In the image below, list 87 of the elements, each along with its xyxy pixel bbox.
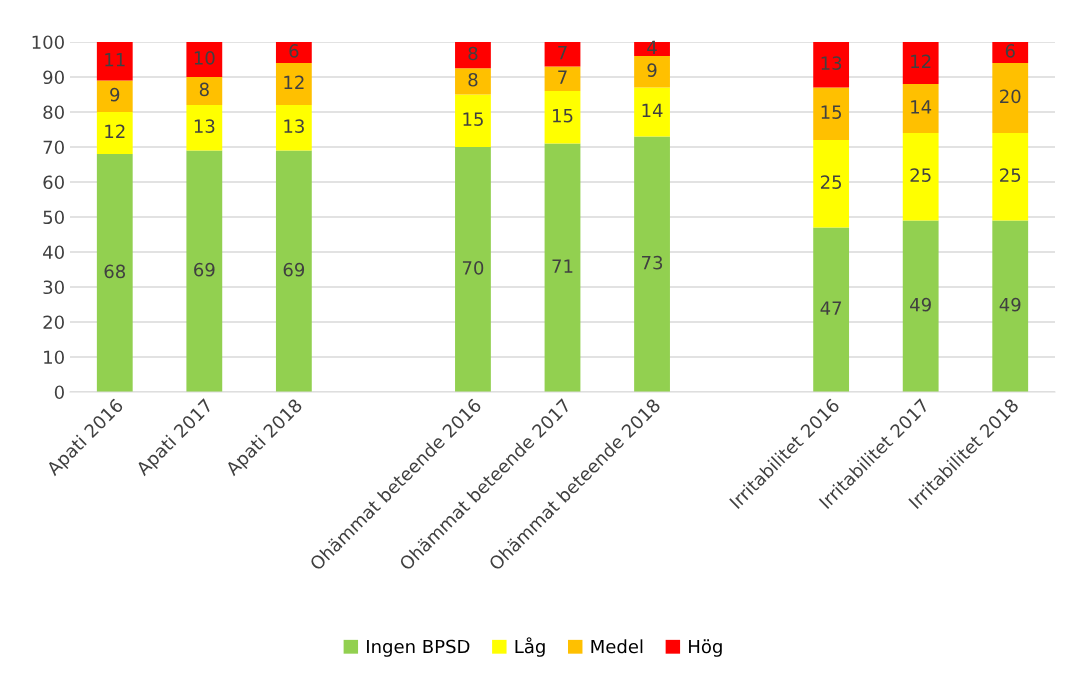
data-label: 9 (647, 63, 657, 77)
bar (96, 42, 133, 81)
legend-label: Hög (689, 639, 722, 657)
data-label: 71 (552, 259, 573, 273)
data-label: 13 (821, 56, 842, 70)
data-label: 15 (821, 105, 842, 119)
bar (186, 150, 223, 392)
data-label: 73 (642, 255, 663, 270)
data-label: 7 (558, 46, 567, 60)
y-tick-label: 90 (43, 70, 64, 85)
data-label: 12 (911, 54, 931, 68)
data-label: 49 (999, 297, 1021, 312)
data-label: 14 (642, 103, 663, 117)
bar (813, 87, 850, 140)
data-label: 6 (289, 44, 299, 58)
y-tick-label: 10 (44, 350, 64, 365)
bar (813, 140, 850, 228)
y-tick-label: 40 (43, 245, 64, 260)
bar (455, 68, 491, 95)
data-label: 15 (463, 112, 483, 126)
y-tick-label: 80 (43, 105, 64, 120)
data-label: 25 (1000, 168, 1021, 182)
data-label: 15 (553, 109, 573, 123)
bar (992, 42, 1029, 63)
bar (902, 84, 939, 133)
bar (544, 91, 581, 144)
data-label: 8 (468, 72, 478, 87)
data-label: 13 (194, 119, 215, 133)
y-tick-label: 20 (43, 315, 64, 330)
bar (186, 105, 223, 151)
bar (96, 154, 133, 392)
bar (455, 94, 491, 147)
data-label: 4 (647, 40, 657, 54)
legend-label: Låg (515, 637, 545, 657)
bar (992, 220, 1029, 392)
data-label: 25 (910, 168, 931, 182)
y-tick-label: 100 (32, 35, 64, 50)
bar (275, 150, 312, 392)
bar (992, 133, 1029, 221)
y-tick-label: 70 (43, 140, 64, 155)
data-label: 47 (820, 301, 842, 315)
legend-label: Medel (591, 639, 643, 654)
data-label: 49 (910, 297, 931, 312)
data-label: 12 (284, 75, 304, 89)
bar (275, 63, 312, 105)
y-tick-label: 0 (54, 385, 64, 400)
data-label: 9 (110, 87, 120, 102)
data-label: 8 (199, 82, 209, 97)
data-label: 13 (284, 119, 304, 133)
data-label: 14 (911, 100, 932, 114)
data-label: 6 (1005, 44, 1015, 58)
bar (455, 147, 491, 392)
bar (992, 63, 1029, 133)
data-label: 69 (283, 262, 305, 277)
bar (455, 42, 491, 69)
data-label: 25 (820, 175, 842, 189)
data-label: 7 (558, 70, 567, 84)
data-label: 69 (194, 262, 215, 277)
bar (634, 87, 670, 137)
bar (813, 42, 850, 88)
data-label: 11 (105, 53, 125, 67)
bar (634, 136, 670, 392)
bar (634, 42, 670, 56)
data-label: 12 (105, 124, 125, 138)
bar (902, 220, 939, 392)
bar (186, 42, 223, 77)
bar (96, 112, 133, 154)
data-label: 10 (194, 51, 215, 65)
bar (544, 143, 581, 392)
data-label: 68 (104, 264, 126, 279)
bar (96, 80, 133, 112)
y-tick-label: 30 (43, 280, 64, 295)
y-tick-label: 60 (43, 175, 64, 190)
bar (544, 42, 581, 67)
bar (634, 56, 670, 88)
bar (275, 42, 312, 63)
data-label: 20 (1000, 89, 1021, 104)
data-label: 8 (468, 46, 478, 61)
bar (544, 66, 581, 91)
bar (186, 77, 223, 105)
bar (813, 227, 850, 392)
bar (275, 105, 312, 151)
bar (902, 42, 939, 84)
legend-label: Ingen BPSD (367, 639, 470, 657)
data-label: 70 (462, 261, 484, 275)
y-tick-label: 50 (43, 210, 64, 225)
bar (902, 133, 939, 221)
